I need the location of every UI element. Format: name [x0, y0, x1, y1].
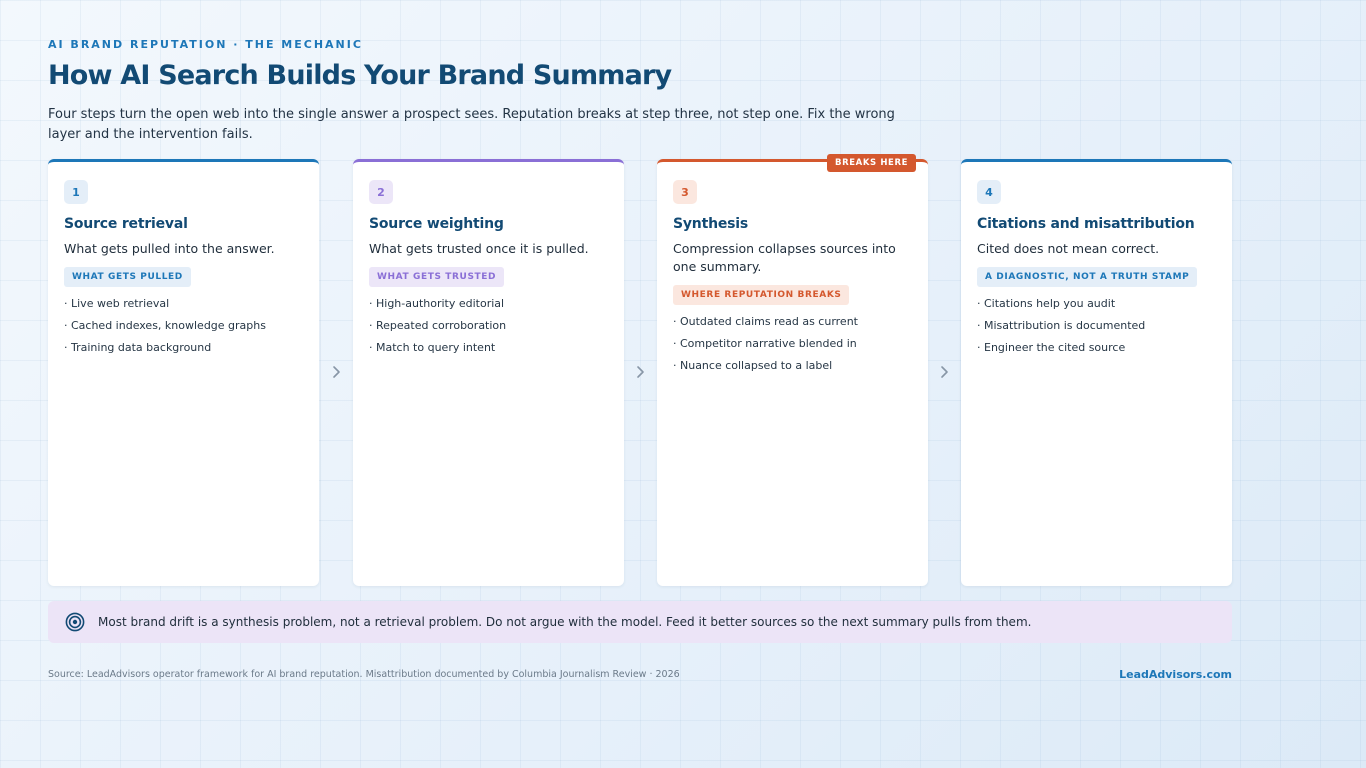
list-item: · Competitor narrative blended in: [673, 337, 857, 350]
step-number: 2: [369, 180, 393, 204]
step-card-1: 1 Source retrieval What gets pulled into…: [48, 159, 319, 586]
step-description: What gets trusted once it is pulled.: [369, 241, 589, 256]
step-number: 4: [977, 180, 1001, 204]
list-item: · Match to query intent: [369, 341, 496, 354]
list-item: · High-authority editorial: [369, 297, 505, 310]
step-card-3: BREAKS HERE 3 Synthesis Compression coll…: [657, 154, 928, 586]
step-title: Source weighting: [369, 216, 504, 232]
takeaway-callout: Most brand drift is a synthesis problem,…: [48, 601, 1232, 643]
step-title: Citations and misattribution: [977, 216, 1195, 232]
list-item: · Outdated claims read as current: [673, 315, 858, 328]
chevron-right-icon: [328, 364, 344, 380]
breaks-here-badge: BREAKS HERE: [827, 154, 916, 172]
list-item: · Misattribution is documented: [977, 319, 1146, 332]
step-title: Synthesis: [673, 216, 748, 232]
chevron-right-icon: [936, 364, 952, 380]
step-title: Source retrieval: [64, 216, 188, 232]
target-icon: [65, 612, 85, 632]
brand-link[interactable]: LeadAdvisors.com: [1119, 668, 1232, 681]
list-item: · Engineer the cited source: [977, 341, 1126, 354]
list-item: · Live web retrieval: [64, 297, 170, 310]
chevron-right-icon: [632, 364, 648, 380]
step-description: Compression collapses sources into one s…: [673, 241, 896, 274]
step-bullets: · High-authority editorial · Repeated co…: [369, 297, 610, 355]
list-item: · Cached indexes, knowledge graphs: [64, 319, 266, 332]
step-tag: WHAT GETS PULLED: [64, 267, 191, 287]
list-item: · Citations help you audit: [977, 297, 1116, 310]
callout-text: Most brand drift is a synthesis problem,…: [98, 615, 1032, 629]
step-tag: A DIAGNOSTIC, NOT A TRUTH STAMP: [977, 267, 1198, 287]
step-bullets: · Outdated claims read as current · Comp…: [673, 315, 914, 373]
step-tag: WHERE REPUTATION BREAKS: [673, 285, 850, 305]
step-description: What gets pulled into the answer.: [64, 241, 275, 256]
eyebrow: AI BRAND REPUTATION · THE MECHANIC: [48, 38, 363, 51]
page-title: How AI Search Builds Your Brand Summary: [48, 60, 672, 91]
step-card-4: 4 Citations and misattribution Cited doe…: [961, 159, 1232, 586]
page-subtitle: Four steps turn the open web into the si…: [48, 107, 895, 142]
footer-source: Source: LeadAdvisors operator framework …: [48, 669, 680, 680]
steps-row: 1 Source retrieval What gets pulled into…: [48, 154, 1232, 586]
step-card-2: 2 Source weighting What gets trusted onc…: [353, 159, 624, 586]
step-number: 3: [673, 180, 697, 204]
step-tag: WHAT GETS TRUSTED: [369, 267, 505, 287]
list-item: · Nuance collapsed to a label: [673, 359, 833, 372]
step-number: 1: [64, 180, 88, 204]
list-item: · Training data background: [64, 341, 212, 354]
step-bullets: · Live web retrieval · Cached indexes, k…: [64, 297, 305, 355]
step-description: Cited does not mean correct.: [977, 241, 1160, 256]
step-bullets: · Citations help you audit · Misattribut…: [977, 297, 1218, 355]
list-item: · Repeated corroboration: [369, 319, 507, 332]
